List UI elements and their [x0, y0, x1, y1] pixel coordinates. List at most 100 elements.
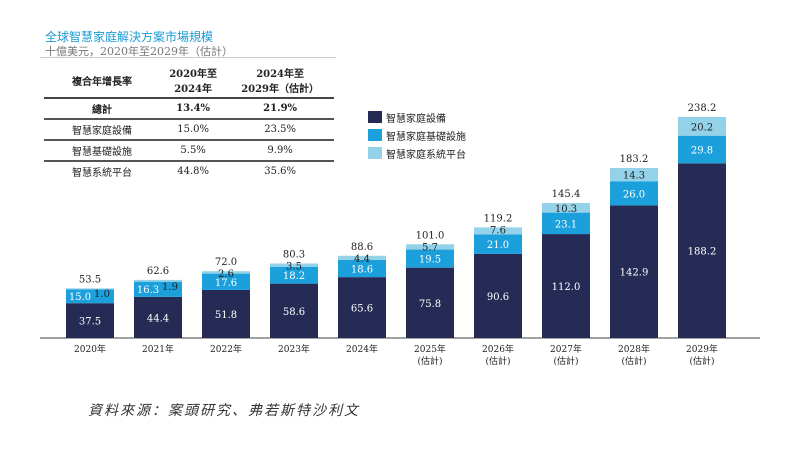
- x-tick-label: (估計): [417, 355, 442, 367]
- bar-segment: [678, 163, 726, 338]
- bar-segment: [66, 288, 114, 290]
- data-label: 21.0: [487, 240, 509, 251]
- data-label: 58.6: [283, 307, 305, 318]
- bar-segment: [406, 249, 454, 268]
- data-label: 5.7: [422, 242, 438, 253]
- total-label: 80.3: [283, 249, 305, 260]
- data-label: 16.3: [137, 285, 159, 296]
- x-tick-label: (估計): [553, 355, 578, 367]
- x-tick-label: 2021年: [142, 343, 174, 355]
- data-label: 7.6: [490, 225, 506, 236]
- cagr-table: 複合年增長率 2020年至 2024年 2024年至 2029年（估計） 總計 1…: [44, 63, 334, 181]
- legend-label: 智慧家庭設備: [386, 113, 446, 125]
- cell: 15.0%: [160, 119, 227, 141]
- data-label: 2.6: [218, 269, 234, 280]
- legend-label: 智慧家庭系統平台: [386, 149, 466, 161]
- data-label: 18.2: [283, 271, 305, 282]
- x-tick-label: (估計): [689, 355, 714, 367]
- table-row: 總計 13.4% 21.9%: [44, 98, 334, 120]
- data-label: 65.6: [351, 304, 373, 315]
- bar-segment: [474, 234, 522, 254]
- bar-segment: [134, 296, 182, 338]
- x-tick-label: 2023年: [278, 343, 310, 355]
- bar-segment: [338, 277, 386, 338]
- row-label: 智慧家庭設備: [44, 119, 160, 141]
- bar-segment: [610, 205, 658, 338]
- total-label: 53.5: [79, 274, 101, 285]
- data-label: 37.5: [79, 317, 101, 328]
- divider: [40, 57, 336, 58]
- bar-segment: [610, 181, 658, 206]
- header-cagr: 複合年增長率: [44, 63, 160, 99]
- total-label: 119.2: [484, 213, 513, 224]
- data-label: 3.5: [286, 261, 302, 272]
- x-tick-label: 2027年: [550, 343, 582, 355]
- chart-subtitle: 十億美元，2020年至2029年（估計）: [45, 45, 233, 58]
- data-label: 90.6: [487, 292, 509, 303]
- data-label: 4.4: [354, 254, 370, 265]
- source-note: 資料來源：案頭研究、弗若斯特沙利文: [88, 403, 360, 419]
- total-label: 183.2: [620, 154, 649, 165]
- bar-segment: [678, 135, 726, 164]
- cell: 21.9%: [226, 98, 334, 120]
- total-label: 72.0: [215, 257, 237, 268]
- data-label: 20.2: [691, 122, 713, 133]
- bar-segment: [542, 234, 590, 338]
- data-label: 1.9: [162, 282, 178, 293]
- bar-segment: [270, 266, 318, 284]
- data-label: 17.6: [215, 278, 237, 289]
- row-label: 智慧基礎設施: [44, 140, 160, 162]
- data-label: 44.4: [147, 313, 169, 324]
- x-tick-label: (估計): [485, 355, 510, 367]
- chart-title: 全球智慧家庭解決方案市場規模: [45, 30, 214, 44]
- bar-segment: [406, 267, 454, 338]
- bar-segment: [202, 271, 250, 274]
- bar-segment: [202, 289, 250, 338]
- legend-swatch: [368, 147, 382, 159]
- data-label: 15.0: [69, 292, 91, 303]
- cell: 9.9%: [226, 140, 334, 162]
- bar-segment: [270, 263, 318, 267]
- total-label: 145.4: [552, 189, 581, 200]
- x-tick-label: 2026年: [482, 343, 514, 355]
- cell: 44.8%: [177, 166, 209, 177]
- data-label: 19.5: [419, 255, 441, 266]
- header-period-1: 2020年至 2024年: [160, 63, 227, 99]
- cell: 13.4%: [160, 98, 227, 120]
- bar-segment: [474, 253, 522, 338]
- data-label: 51.8: [215, 310, 237, 321]
- bar-segment: [134, 279, 182, 282]
- cell: 35.6%: [264, 166, 296, 177]
- data-label: 142.9: [620, 268, 649, 279]
- bar-segment: [542, 212, 590, 235]
- legend-item: 智慧家庭設備: [368, 109, 466, 125]
- row-label: 總計: [44, 98, 160, 120]
- row-label: 智慧系統平台: [72, 168, 132, 179]
- bar-segment: [338, 259, 386, 278]
- legend-swatch: [368, 129, 382, 141]
- x-tick-label: 2029年: [686, 343, 718, 355]
- data-label: 1.0: [94, 289, 110, 300]
- total-label: 62.6: [147, 266, 169, 277]
- header-period-2: 2024年至 2029年（估計）: [226, 63, 334, 99]
- table-row: 智慧系統平台 44.8% 35.6%: [44, 161, 334, 181]
- bar-segment: [542, 203, 590, 213]
- bar-segment: [66, 303, 114, 338]
- data-label: 18.6: [351, 264, 373, 275]
- bar-segment: [134, 281, 182, 297]
- data-label: 26.0: [623, 189, 645, 200]
- legend-item: 智慧家庭系統平台: [368, 145, 466, 161]
- bar-segment: [202, 273, 250, 290]
- data-label: 14.3: [623, 171, 645, 182]
- x-tick-label: 2022年: [210, 343, 242, 355]
- x-tick-label: (估計): [621, 355, 646, 367]
- total-label: 238.2: [688, 103, 717, 114]
- table-row: 智慧基礎設施 5.5% 9.9%: [44, 140, 334, 162]
- bar-segment: [338, 255, 386, 260]
- bar-segment: [270, 283, 318, 338]
- x-tick-label: 2020年: [74, 343, 106, 355]
- cell: 23.5%: [226, 119, 334, 141]
- data-label: 29.8: [691, 146, 713, 157]
- data-label: 10.3: [555, 204, 577, 215]
